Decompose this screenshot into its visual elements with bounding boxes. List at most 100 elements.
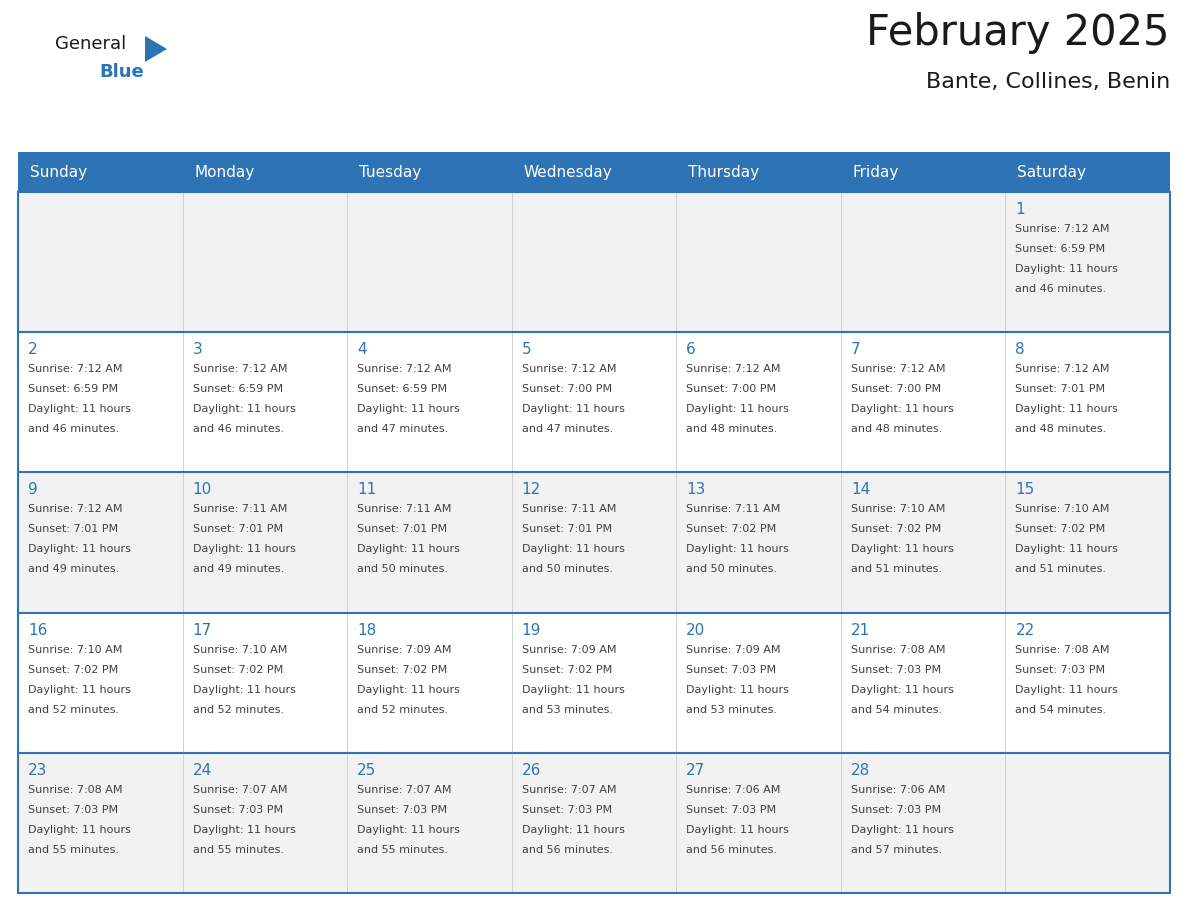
- Text: Sunset: 7:03 PM: Sunset: 7:03 PM: [358, 805, 447, 815]
- Text: Friday: Friday: [853, 164, 899, 180]
- Text: Sunset: 6:59 PM: Sunset: 6:59 PM: [358, 385, 447, 394]
- Text: 4: 4: [358, 342, 367, 357]
- Text: 21: 21: [851, 622, 870, 638]
- Text: and 46 minutes.: and 46 minutes.: [1016, 284, 1106, 294]
- Text: Daylight: 11 hours: Daylight: 11 hours: [1016, 544, 1118, 554]
- Text: Sunset: 7:02 PM: Sunset: 7:02 PM: [29, 665, 119, 675]
- Text: Daylight: 11 hours: Daylight: 11 hours: [1016, 264, 1118, 274]
- Text: Daylight: 11 hours: Daylight: 11 hours: [687, 544, 789, 554]
- Text: Sunset: 7:00 PM: Sunset: 7:00 PM: [522, 385, 612, 394]
- Text: Blue: Blue: [99, 63, 144, 81]
- Bar: [18, 332, 1170, 473]
- Text: Sunrise: 7:07 AM: Sunrise: 7:07 AM: [522, 785, 617, 795]
- Text: Sunrise: 7:12 AM: Sunrise: 7:12 AM: [1016, 364, 1110, 375]
- Text: Sunrise: 7:11 AM: Sunrise: 7:11 AM: [522, 504, 617, 514]
- Text: and 49 minutes.: and 49 minutes.: [192, 565, 284, 575]
- Text: and 54 minutes.: and 54 minutes.: [851, 705, 942, 714]
- Text: Daylight: 11 hours: Daylight: 11 hours: [358, 824, 460, 834]
- Text: Sunrise: 7:09 AM: Sunrise: 7:09 AM: [687, 644, 781, 655]
- Text: and 55 minutes.: and 55 minutes.: [29, 845, 119, 855]
- Text: Sunrise: 7:10 AM: Sunrise: 7:10 AM: [192, 644, 287, 655]
- Text: 6: 6: [687, 342, 696, 357]
- Bar: [18, 753, 1170, 893]
- Text: 7: 7: [851, 342, 860, 357]
- Text: and 52 minutes.: and 52 minutes.: [29, 705, 119, 714]
- Text: Sunrise: 7:10 AM: Sunrise: 7:10 AM: [1016, 504, 1110, 514]
- Text: and 53 minutes.: and 53 minutes.: [522, 705, 613, 714]
- Text: Sunrise: 7:10 AM: Sunrise: 7:10 AM: [851, 504, 946, 514]
- Text: Sunset: 7:02 PM: Sunset: 7:02 PM: [687, 524, 777, 534]
- Text: Daylight: 11 hours: Daylight: 11 hours: [522, 685, 625, 695]
- Text: Sunset: 7:02 PM: Sunset: 7:02 PM: [522, 665, 612, 675]
- Text: Sunset: 7:03 PM: Sunset: 7:03 PM: [687, 665, 777, 675]
- Text: and 49 minutes.: and 49 minutes.: [29, 565, 119, 575]
- Text: 19: 19: [522, 622, 541, 638]
- Text: and 48 minutes.: and 48 minutes.: [851, 424, 942, 434]
- Text: Daylight: 11 hours: Daylight: 11 hours: [29, 685, 131, 695]
- Bar: [18, 152, 1170, 192]
- Text: Thursday: Thursday: [688, 164, 759, 180]
- Text: Sunset: 7:03 PM: Sunset: 7:03 PM: [29, 805, 118, 815]
- Text: February 2025: February 2025: [866, 12, 1170, 54]
- Text: 16: 16: [29, 622, 48, 638]
- Text: Sunrise: 7:08 AM: Sunrise: 7:08 AM: [29, 785, 122, 795]
- Text: and 56 minutes.: and 56 minutes.: [687, 845, 777, 855]
- Text: 13: 13: [687, 482, 706, 498]
- Text: Sunrise: 7:09 AM: Sunrise: 7:09 AM: [358, 644, 451, 655]
- Text: Sunrise: 7:06 AM: Sunrise: 7:06 AM: [687, 785, 781, 795]
- Text: Daylight: 11 hours: Daylight: 11 hours: [851, 404, 954, 414]
- Text: 17: 17: [192, 622, 211, 638]
- Text: Sunrise: 7:12 AM: Sunrise: 7:12 AM: [1016, 224, 1110, 234]
- Text: and 50 minutes.: and 50 minutes.: [522, 565, 613, 575]
- Text: Sunset: 7:01 PM: Sunset: 7:01 PM: [1016, 385, 1106, 394]
- Text: Sunset: 6:59 PM: Sunset: 6:59 PM: [29, 385, 118, 394]
- Text: Sunrise: 7:10 AM: Sunrise: 7:10 AM: [29, 644, 122, 655]
- Text: Sunset: 7:03 PM: Sunset: 7:03 PM: [1016, 665, 1106, 675]
- Text: 23: 23: [29, 763, 48, 778]
- Text: 26: 26: [522, 763, 541, 778]
- Text: 20: 20: [687, 622, 706, 638]
- Text: Sunset: 7:00 PM: Sunset: 7:00 PM: [851, 385, 941, 394]
- Text: Bante, Collines, Benin: Bante, Collines, Benin: [925, 72, 1170, 92]
- Text: Sunset: 6:59 PM: Sunset: 6:59 PM: [192, 385, 283, 394]
- Text: 27: 27: [687, 763, 706, 778]
- Text: Sunrise: 7:06 AM: Sunrise: 7:06 AM: [851, 785, 946, 795]
- Text: 28: 28: [851, 763, 870, 778]
- Text: Daylight: 11 hours: Daylight: 11 hours: [522, 404, 625, 414]
- Text: and 57 minutes.: and 57 minutes.: [851, 845, 942, 855]
- Text: and 48 minutes.: and 48 minutes.: [687, 424, 777, 434]
- Text: 5: 5: [522, 342, 531, 357]
- Text: Sunset: 7:02 PM: Sunset: 7:02 PM: [358, 665, 448, 675]
- Polygon shape: [145, 36, 168, 62]
- Text: Tuesday: Tuesday: [359, 164, 422, 180]
- Text: Sunrise: 7:12 AM: Sunrise: 7:12 AM: [687, 364, 781, 375]
- Text: Daylight: 11 hours: Daylight: 11 hours: [29, 544, 131, 554]
- Text: Daylight: 11 hours: Daylight: 11 hours: [192, 824, 296, 834]
- Text: Sunrise: 7:11 AM: Sunrise: 7:11 AM: [192, 504, 287, 514]
- Text: 8: 8: [1016, 342, 1025, 357]
- Text: Sunrise: 7:09 AM: Sunrise: 7:09 AM: [522, 644, 617, 655]
- Text: and 47 minutes.: and 47 minutes.: [358, 424, 448, 434]
- Text: Sunset: 7:03 PM: Sunset: 7:03 PM: [522, 805, 612, 815]
- Text: Daylight: 11 hours: Daylight: 11 hours: [1016, 685, 1118, 695]
- Text: Daylight: 11 hours: Daylight: 11 hours: [851, 824, 954, 834]
- Text: 2: 2: [29, 342, 38, 357]
- Text: and 50 minutes.: and 50 minutes.: [687, 565, 777, 575]
- Text: Sunrise: 7:12 AM: Sunrise: 7:12 AM: [522, 364, 617, 375]
- Text: 25: 25: [358, 763, 377, 778]
- Text: 14: 14: [851, 482, 870, 498]
- Text: Daylight: 11 hours: Daylight: 11 hours: [851, 685, 954, 695]
- Text: General: General: [55, 35, 126, 53]
- Text: Sunset: 7:03 PM: Sunset: 7:03 PM: [851, 805, 941, 815]
- Text: and 51 minutes.: and 51 minutes.: [851, 565, 942, 575]
- Text: and 50 minutes.: and 50 minutes.: [358, 565, 448, 575]
- Text: Sunrise: 7:12 AM: Sunrise: 7:12 AM: [192, 364, 287, 375]
- Text: and 48 minutes.: and 48 minutes.: [1016, 424, 1107, 434]
- Text: and 46 minutes.: and 46 minutes.: [29, 424, 119, 434]
- Text: 3: 3: [192, 342, 202, 357]
- Text: 15: 15: [1016, 482, 1035, 498]
- Text: Sunset: 7:02 PM: Sunset: 7:02 PM: [192, 665, 283, 675]
- Text: Sunset: 7:01 PM: Sunset: 7:01 PM: [358, 524, 447, 534]
- Text: and 55 minutes.: and 55 minutes.: [192, 845, 284, 855]
- Text: Sunrise: 7:12 AM: Sunrise: 7:12 AM: [851, 364, 946, 375]
